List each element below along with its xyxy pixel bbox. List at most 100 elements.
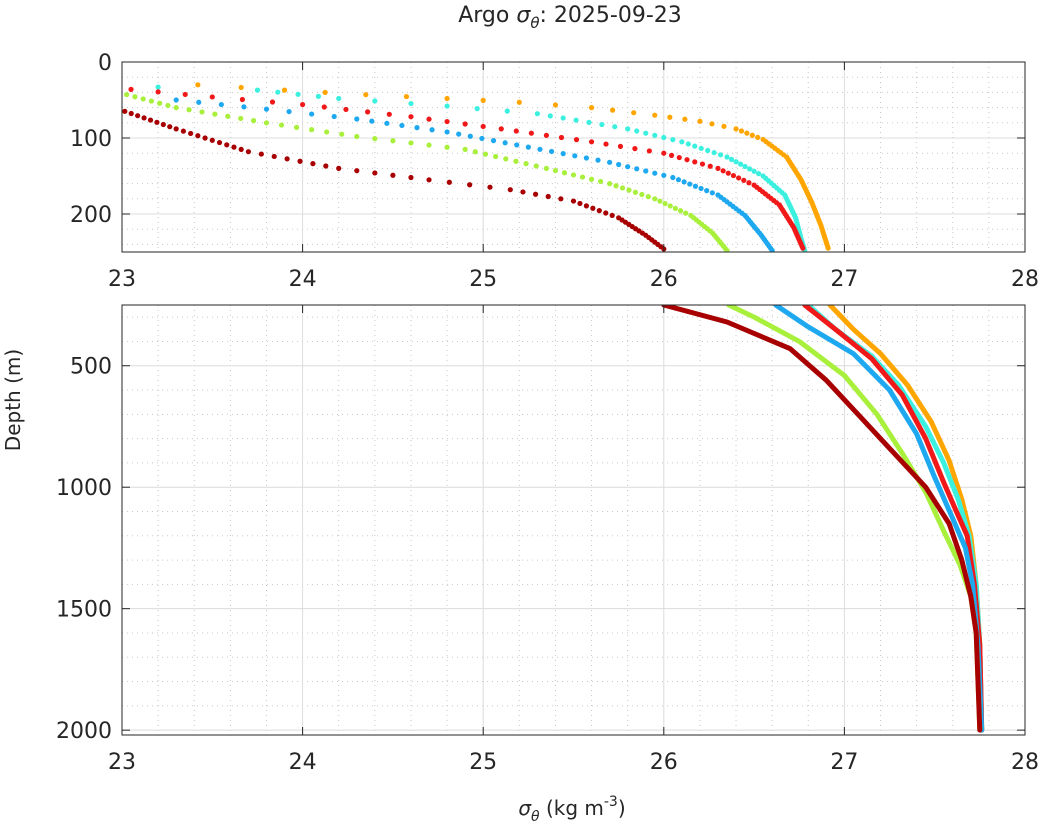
data-point [558, 196, 564, 202]
data-point [728, 156, 735, 162]
data-point [516, 99, 522, 105]
data-point [472, 149, 478, 155]
data-point [195, 82, 201, 88]
data-point [756, 171, 762, 177]
panel-lower-grid [121, 305, 1026, 735]
data-point [652, 196, 658, 202]
data-point [588, 105, 595, 111]
data-point [667, 203, 673, 209]
x-tick-label: 25 [469, 750, 497, 775]
data-point [749, 132, 755, 138]
data-point [408, 140, 414, 146]
panel-lower-series [661, 305, 985, 733]
data-point [552, 102, 559, 108]
data-point [667, 114, 673, 120]
data-point [339, 131, 345, 137]
data-point [670, 137, 676, 143]
data-point [607, 159, 613, 165]
data-point [372, 170, 378, 176]
panel-upper-data [122, 82, 831, 252]
data-point [725, 170, 731, 176]
data-point [513, 158, 519, 164]
x-label-subscript: θ [531, 809, 540, 825]
data-point [271, 153, 277, 160]
data-point [173, 126, 179, 132]
x-label-unit-suffix: ) [618, 796, 626, 820]
data-point [372, 136, 378, 142]
data-point [372, 98, 378, 104]
x-tick-label: 28 [1011, 750, 1039, 775]
data-point [323, 163, 329, 169]
data-point [258, 151, 264, 157]
data-point [124, 91, 130, 98]
data-point [661, 134, 667, 141]
data-point [504, 108, 510, 114]
data-point [676, 154, 682, 161]
data-point [709, 190, 715, 196]
data-point [157, 100, 163, 106]
data-point [408, 174, 414, 181]
data-point [354, 133, 360, 140]
series-profile-blue [173, 97, 775, 252]
panel-lower-data [661, 305, 985, 733]
data-point [590, 205, 596, 211]
data-point [612, 124, 618, 130]
y-tick-label: 500 [70, 355, 112, 380]
data-point [699, 161, 706, 167]
data-point [369, 118, 375, 124]
data-point [552, 167, 559, 174]
data-point [309, 127, 315, 133]
x-tick-label: 24 [289, 750, 317, 775]
data-point [186, 107, 192, 113]
data-point [429, 127, 435, 133]
data-point [643, 168, 649, 174]
data-point [733, 126, 739, 132]
data-point [625, 164, 631, 170]
data-point [661, 172, 667, 178]
data-point [322, 89, 328, 95]
data-point [573, 137, 580, 143]
data-point [456, 131, 462, 137]
data-point [646, 148, 652, 154]
series-line [661, 305, 983, 733]
data-point [315, 93, 322, 99]
data-point [681, 179, 687, 185]
data-point [570, 172, 577, 178]
data-point [685, 141, 691, 147]
data-point [634, 128, 640, 134]
data-point [284, 156, 290, 162]
data-point [479, 135, 485, 142]
data-point [224, 142, 230, 148]
data-point [603, 210, 609, 216]
data-point [202, 135, 208, 141]
data-point [715, 165, 721, 171]
data-point [560, 115, 566, 121]
data-point [697, 118, 703, 124]
x-tick-label: 28 [1011, 267, 1039, 292]
x-tick-label: 27 [830, 267, 858, 292]
data-point [613, 183, 619, 189]
data-point [354, 168, 360, 174]
data-point [684, 157, 690, 163]
data-point [408, 100, 414, 107]
data-point [746, 166, 753, 172]
data-point [634, 166, 640, 172]
data-point [160, 121, 166, 128]
data-point [216, 139, 223, 146]
x-axis-label: σθ (kg m-3) [518, 794, 625, 825]
data-point [652, 170, 658, 176]
data-point [736, 175, 742, 181]
data-point [218, 101, 224, 108]
data-point [482, 151, 489, 157]
data-point [579, 174, 586, 180]
data-point [293, 124, 300, 130]
data-point [514, 142, 520, 148]
data-point [682, 116, 688, 122]
y-tick-label: 1000 [56, 476, 112, 501]
data-point [570, 198, 577, 204]
x-tick-label: 24 [289, 267, 317, 292]
data-point [295, 91, 301, 97]
data-point [212, 111, 218, 117]
data-point [324, 129, 330, 135]
data-point [631, 110, 637, 116]
